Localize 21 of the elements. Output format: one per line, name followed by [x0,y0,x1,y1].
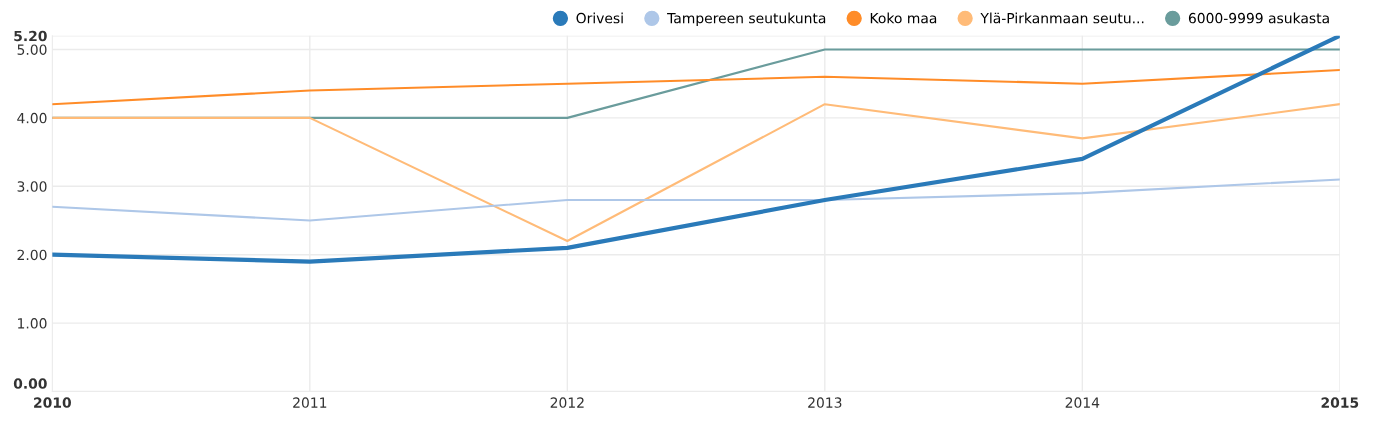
x-tick-label: 2014 [1065,397,1100,408]
x-tick-label: 2015 [1321,397,1359,408]
x-tick-label: 2010 [34,397,71,408]
legend-label: Koko maa [870,12,937,24]
y-tick-label: 4.00 [17,112,47,124]
legend-label: Tampereen seutukunta [667,12,826,27]
x-tick-label: 2013 [808,397,842,408]
legend-label: 6000-9999 asukasta [1188,12,1329,24]
y-tick-label: 0.00 [13,378,47,389]
x-tick-label: 2012 [550,397,584,408]
legend-label: Orivesi [576,12,623,24]
y-tick-label: 5.20 [14,30,47,42]
x-tick-label: 2011 [293,397,327,408]
line-series [52,103,1340,243]
line-series [52,68,1340,106]
y-tick-label: 2.00 [17,249,47,261]
y-tick-label: 3.00 [17,181,47,192]
y-tick-label: 1.00 [18,318,47,329]
line-series [52,178,1340,222]
y-tick-label: 5.00 [17,44,47,55]
legend-label: Ylä-Pirkanmaan seutu... [980,12,1144,24]
